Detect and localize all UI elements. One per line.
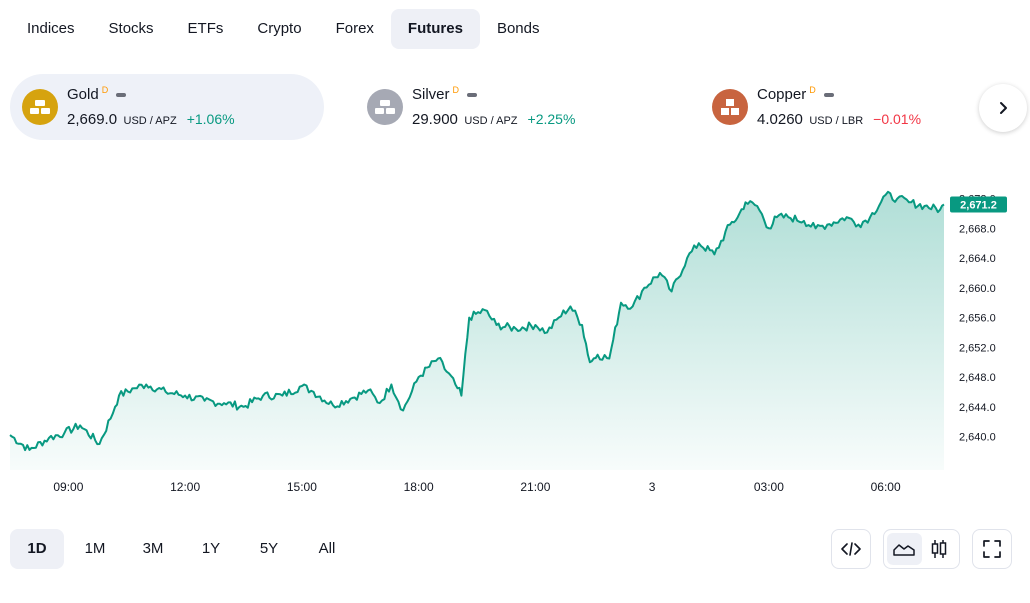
market-status-icon xyxy=(467,93,478,98)
ticker-copper[interactable]: Copper D 4.0260 USD / LBR −0.01% xyxy=(700,74,960,140)
ticker-change: +2.25% xyxy=(527,111,576,127)
range-all[interactable]: All xyxy=(318,540,336,557)
x-tick-label: 03:00 xyxy=(754,480,784,494)
silver-bars-icon xyxy=(367,89,403,125)
price-line xyxy=(9,190,945,452)
ticker-price: 2,669.0 xyxy=(67,111,118,128)
x-tick-label: 3 xyxy=(649,480,656,494)
ticker-strip: Gold D 2,669.0 USD / APZ +1.06% Silver D 29… xyxy=(10,74,970,140)
ticker-name: Copper xyxy=(757,86,807,103)
area-chart-button[interactable] xyxy=(887,533,922,565)
range-1m[interactable]: 1M xyxy=(84,540,106,557)
delay-badge: D xyxy=(809,85,816,95)
ticker-name: Silver xyxy=(412,86,450,103)
tab-futures[interactable]: Futures xyxy=(390,9,480,49)
x-tick-label: 21:00 xyxy=(520,480,550,494)
y-tick-label: 2,648.0 xyxy=(959,372,996,384)
ticker-price: 29.900 xyxy=(412,111,458,128)
y-tick-label: 2,640.0 xyxy=(959,432,996,444)
delay-badge: D xyxy=(101,85,109,95)
area-chart-icon xyxy=(893,544,915,556)
gold-bars-icon xyxy=(22,89,58,125)
ticker-price: 4.0260 xyxy=(757,111,803,128)
y-tick-label: 2,644.0 xyxy=(959,402,996,414)
range-selector: 1D 1M 3M 1Y 5Y All xyxy=(10,529,358,569)
range-1d[interactable]: 1D xyxy=(10,529,64,569)
chevron-right-icon xyxy=(1000,102,1007,114)
tab-forex[interactable]: Forex xyxy=(335,20,374,37)
tab-stocks[interactable]: Stocks xyxy=(108,20,154,37)
market-tabs: Indices Stocks ETFs Crypto Forex Futures Bonds xyxy=(10,9,556,49)
tab-indices[interactable]: Indices xyxy=(27,20,75,37)
range-1y[interactable]: 1Y xyxy=(201,540,221,557)
ticker-unit: USD / APZ xyxy=(123,115,177,127)
x-tick-label: 09:00 xyxy=(53,480,83,494)
market-status-icon xyxy=(116,93,127,98)
price-chart[interactable]: 2,640.0 2,644.0 2,648.0 2,652.0 2,656.0 2,660… xyxy=(0,160,1030,500)
x-tick-label: 15:00 xyxy=(287,480,317,494)
next-tickers-button[interactable] xyxy=(979,84,1027,132)
chart-style-toggle xyxy=(883,529,960,569)
ticker-change: +1.06% xyxy=(186,111,235,127)
candlestick-icon xyxy=(931,540,946,558)
x-tick-label: 18:00 xyxy=(404,480,434,494)
delay-badge: D xyxy=(452,85,460,95)
ticker-unit: USD / LBR xyxy=(809,115,864,127)
tab-crypto[interactable]: Crypto xyxy=(257,20,302,37)
y-tick-label: 2,652.0 xyxy=(959,342,996,354)
y-tick-label: 2,660.0 xyxy=(959,283,996,295)
ticker-name: Gold xyxy=(67,86,99,103)
fullscreen-button[interactable] xyxy=(972,529,1012,569)
x-tick-label: 12:00 xyxy=(170,480,200,494)
price-area xyxy=(10,191,944,471)
embed-button[interactable] xyxy=(831,529,871,569)
last-price-badge xyxy=(950,196,1007,213)
ticker-change: −0.01% xyxy=(873,111,922,127)
x-tick-label: 06:00 xyxy=(871,480,901,494)
fullscreen-icon xyxy=(983,540,1001,558)
copper-blocks-icon xyxy=(712,89,748,125)
ticker-gold[interactable]: Gold D 2,669.0 USD / APZ +1.06% xyxy=(10,74,324,140)
tab-etfs[interactable]: ETFs xyxy=(187,20,224,37)
y-tick-label: 2,664.0 xyxy=(959,253,996,265)
code-icon xyxy=(841,542,861,556)
candles-chart-button[interactable] xyxy=(922,533,957,565)
y-tick-label: 2,656.0 xyxy=(959,313,996,325)
ticker-silver[interactable]: Silver D 29.900 USD / APZ +2.25% xyxy=(355,74,655,140)
market-status-icon xyxy=(823,93,834,98)
tab-bonds[interactable]: Bonds xyxy=(496,20,540,37)
y-tick-label: 2,668.0 xyxy=(959,223,996,235)
ticker-unit: USD / APZ xyxy=(464,115,518,127)
range-5y[interactable]: 5Y xyxy=(259,540,279,557)
range-3m[interactable]: 3M xyxy=(142,540,164,557)
last-price-label: 2,671.2 xyxy=(960,200,997,212)
